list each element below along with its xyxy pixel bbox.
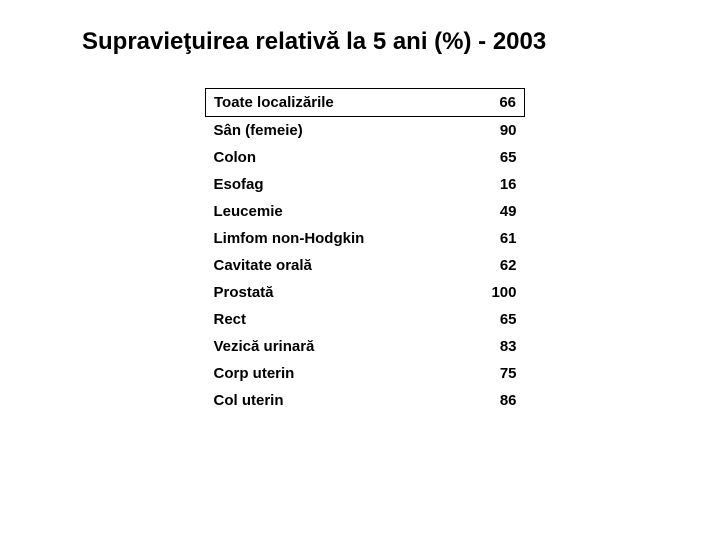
table-header-row: Toate localizările 66: [206, 89, 525, 117]
row-value: 90: [448, 117, 525, 145]
table-row: Esofag 16: [206, 171, 525, 198]
row-value: 86: [448, 387, 525, 414]
row-label: Corp uterin: [206, 360, 449, 387]
row-value: 62: [448, 252, 525, 279]
row-value: 100: [448, 279, 525, 306]
table-row: Corp uterin 75: [206, 360, 525, 387]
row-label: Limfom non-Hodgkin: [206, 225, 449, 252]
row-label: Sân (femeie): [206, 117, 449, 145]
row-label: Esofag: [206, 171, 449, 198]
row-label: Colon: [206, 144, 449, 171]
table-row: Prostată 100: [206, 279, 525, 306]
row-value: 49: [448, 198, 525, 225]
table-row: Rect 65: [206, 306, 525, 333]
table-row: Col uterin 86: [206, 387, 525, 414]
table-row: Colon 65: [206, 144, 525, 171]
row-label: Cavitate orală: [206, 252, 449, 279]
survival-table: Toate localizările 66 Sân (femeie) 90 Co…: [205, 88, 525, 414]
row-label: Prostată: [206, 279, 449, 306]
table-row: Vezică urinară 83: [206, 333, 525, 360]
row-label: Vezică urinară: [206, 333, 449, 360]
header-label: Toate localizările: [206, 89, 449, 117]
table-row: Limfom non-Hodgkin 61: [206, 225, 525, 252]
row-label: Col uterin: [206, 387, 449, 414]
row-value: 16: [448, 171, 525, 198]
row-label: Leucemie: [206, 198, 449, 225]
table-row: Leucemie 49: [206, 198, 525, 225]
slide-title: Supravieţuirea relativă la 5 ani (%) - 2…: [82, 28, 720, 56]
slide: Supravieţuirea relativă la 5 ani (%) - 2…: [0, 0, 720, 540]
row-value: 83: [448, 333, 525, 360]
row-value: 61: [448, 225, 525, 252]
row-label: Rect: [206, 306, 449, 333]
row-value: 65: [448, 144, 525, 171]
table-row: Cavitate orală 62: [206, 252, 525, 279]
row-value: 75: [448, 360, 525, 387]
header-value: 66: [448, 89, 525, 117]
table-row: Sân (femeie) 90: [206, 117, 525, 145]
row-value: 65: [448, 306, 525, 333]
table-body: Toate localizările 66 Sân (femeie) 90 Co…: [206, 89, 525, 415]
